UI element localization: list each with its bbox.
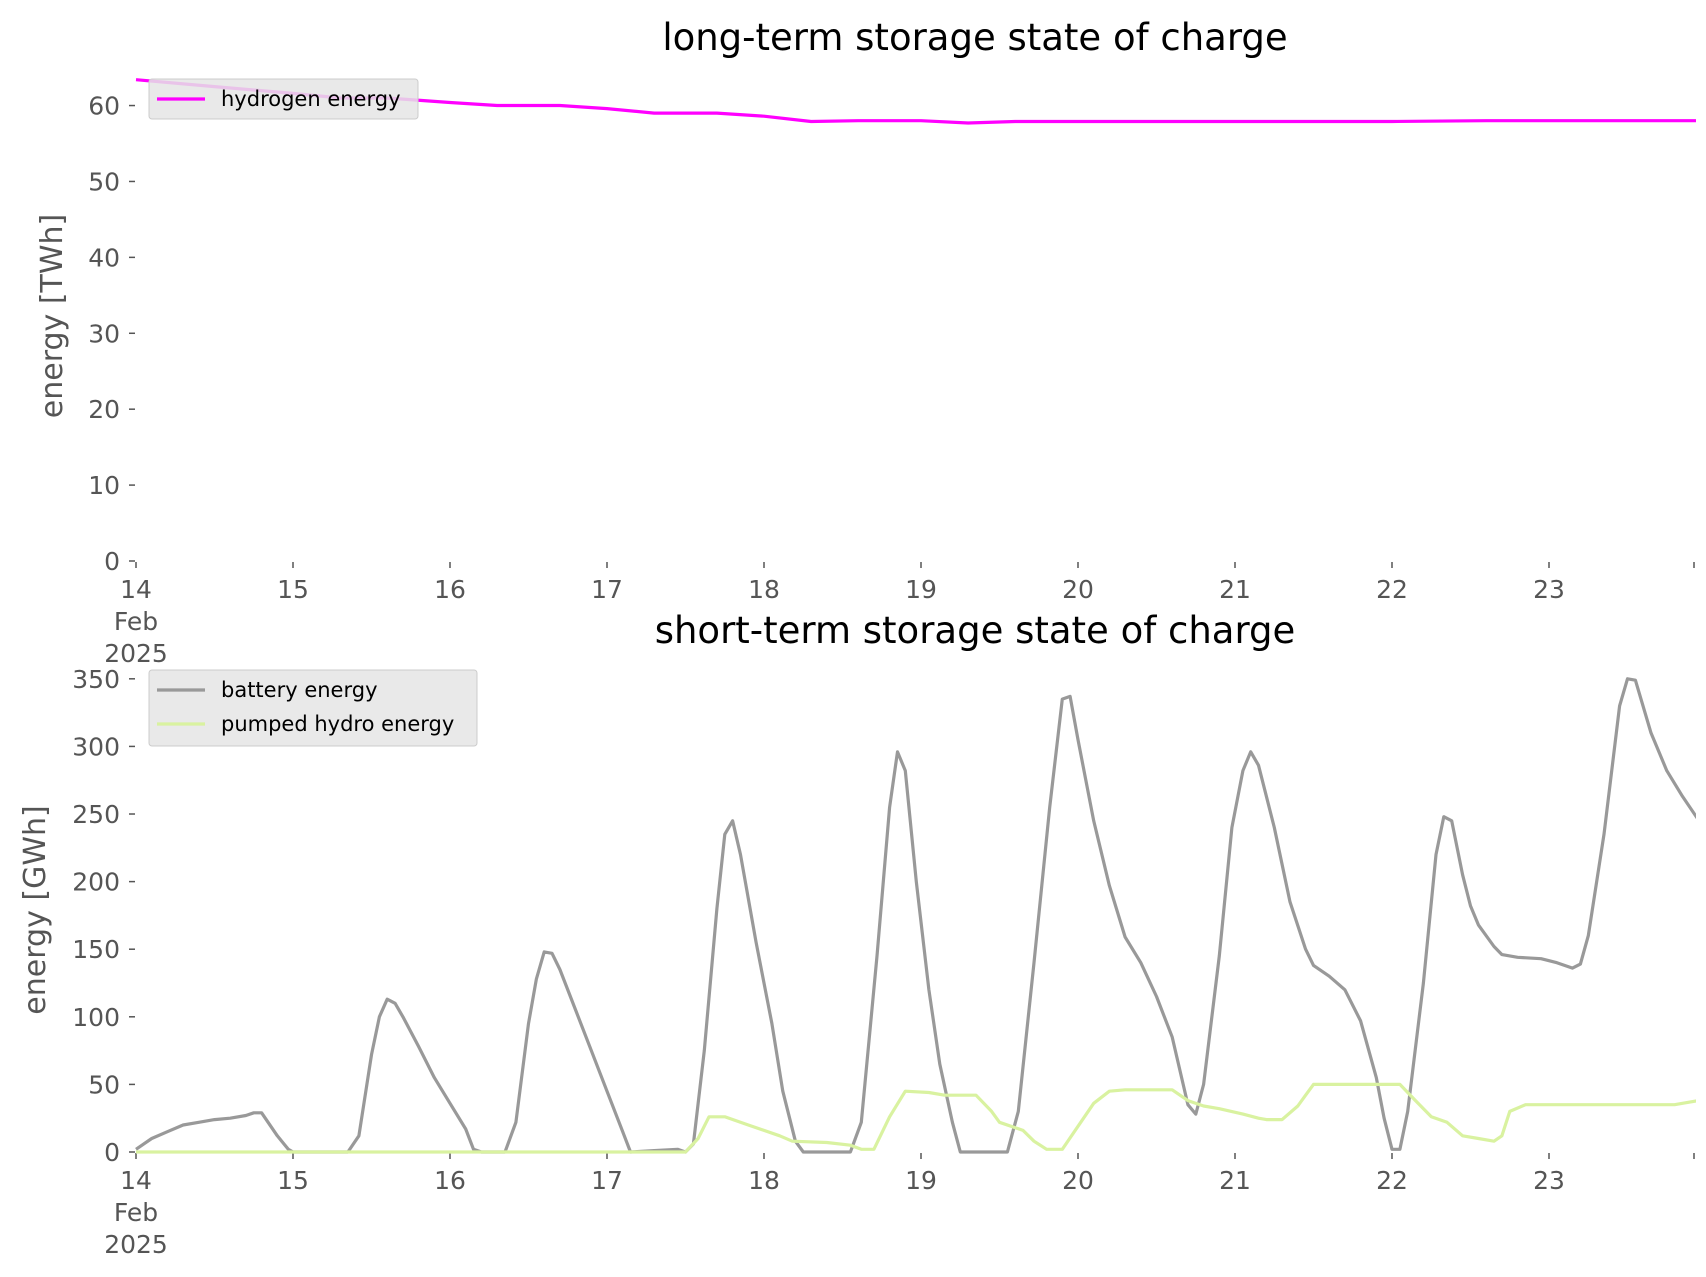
chart-title: long-term storage state of charge	[662, 16, 1287, 59]
legend-entry: hydrogen energy	[221, 87, 401, 111]
x-tick-label: 17	[591, 575, 623, 604]
y-tick-label: 350	[72, 665, 120, 694]
x-tick-label: 16	[434, 1166, 466, 1195]
y-tick-label: 100	[72, 1003, 120, 1032]
y-tick-label: 0	[104, 547, 120, 576]
x-tick-label: 19	[905, 1166, 937, 1195]
x-tick-label: 20	[1062, 1166, 1094, 1195]
x-tick-label: 23	[1533, 575, 1565, 604]
y-tick-label: 30	[88, 319, 120, 348]
series-line	[136, 1082, 1696, 1154]
y-tick-label: 50	[88, 1070, 120, 1099]
long-term-storage-chart: long-term storage state of charge energy …	[35, 16, 1696, 668]
y-axis-label: energy [GWh]	[18, 805, 53, 1014]
x-tick-label: 18	[748, 1166, 780, 1195]
y-tick-label: 300	[72, 732, 120, 761]
x-tick-label: Feb	[114, 1198, 158, 1227]
y-tick-label: 20	[88, 395, 120, 424]
x-tick-label: 22	[1376, 1166, 1408, 1195]
legend-box	[148, 78, 419, 120]
legend-entry: pumped hydro energy	[221, 712, 454, 736]
y-tick-label: 250	[72, 800, 120, 829]
x-tick-label: 15	[277, 575, 309, 604]
short-term-storage-chart: short-term storage state of charge energy…	[18, 609, 1696, 1259]
x-tick-label: 22	[1376, 575, 1408, 604]
y-tick-label: 60	[88, 92, 120, 121]
legend: battery energy pumped hydro energy	[148, 669, 478, 747]
x-tick-label: 21	[1219, 575, 1251, 604]
x-tick-label: 15	[277, 1166, 309, 1195]
x-tick-label: 18	[748, 575, 780, 604]
x-tick-label: Feb	[114, 607, 158, 636]
series-line	[135, 677, 1696, 1154]
x-tick-label: 20	[1062, 575, 1094, 604]
y-tick-label: 50	[88, 167, 120, 196]
y-tick-label: 0	[104, 1138, 120, 1167]
x-tick-label: 21	[1219, 1166, 1251, 1195]
y-tick-label: 40	[88, 243, 120, 272]
y-tick-label: 150	[72, 935, 120, 964]
x-tick-label: 16	[434, 575, 466, 604]
x-tick-label: 19	[905, 575, 937, 604]
x-tick-label: 17	[591, 1166, 623, 1195]
x-tick-label: 14	[120, 1166, 152, 1195]
legend-entry: battery energy	[221, 678, 378, 702]
x-tick-label: 2025	[104, 1230, 168, 1259]
x-tick-label: 23	[1533, 1166, 1565, 1195]
x-tick-label: 14	[120, 575, 152, 604]
legend: hydrogen energy	[148, 78, 419, 120]
legend-box	[148, 669, 478, 747]
x-tick-label: 2025	[104, 639, 168, 668]
y-axis-label: energy [TWh]	[35, 214, 70, 418]
y-tick-label: 10	[88, 471, 120, 500]
chart-title: short-term storage state of charge	[655, 609, 1296, 652]
y-tick-label: 200	[72, 868, 120, 897]
